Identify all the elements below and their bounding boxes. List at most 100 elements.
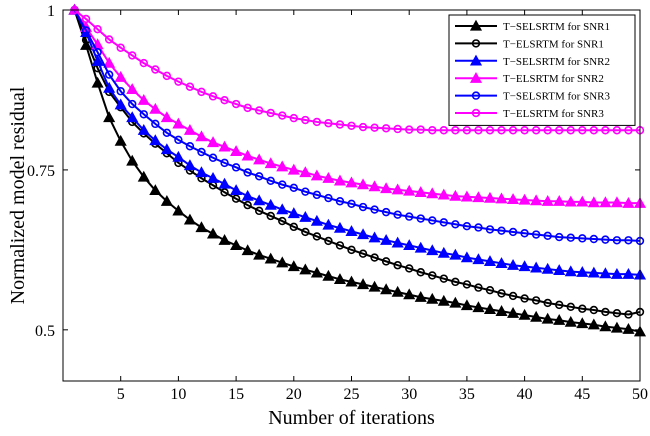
triangle-marker <box>622 322 635 334</box>
circle-marker <box>520 229 529 238</box>
circle-marker <box>208 92 218 101</box>
triangle-marker <box>114 98 127 110</box>
circle-marker <box>312 232 322 241</box>
circle-marker <box>301 115 310 125</box>
circle-marker <box>185 82 195 91</box>
x-tick-label: 35 <box>459 386 475 403</box>
circle-marker <box>578 234 587 243</box>
circle-marker <box>474 126 483 135</box>
triangle-marker <box>356 228 370 240</box>
triangle-marker <box>183 213 196 225</box>
circle-marker <box>462 280 472 289</box>
x-tick-label: 40 <box>517 386 533 403</box>
circle-marker <box>278 111 287 120</box>
circle-marker <box>370 123 379 132</box>
x-tick-label: 15 <box>228 386 244 403</box>
triangle-marker <box>414 186 427 197</box>
triangle-marker <box>172 150 185 162</box>
ticks-layer: 5 10 15 20 25 30 35 40 45 50 0.5 0.75 1 <box>27 3 648 403</box>
triangle-marker <box>276 256 289 268</box>
circle-marker <box>243 200 252 210</box>
legend-triangle-marker <box>469 54 483 66</box>
triangle-marker <box>230 145 243 157</box>
y-tick-label: 1 <box>47 3 55 20</box>
circle-marker <box>324 119 333 128</box>
series-line <box>73 9 640 132</box>
triangle-marker <box>345 275 358 287</box>
triangle-marker <box>172 204 185 216</box>
series-t-elsrtm-for-snr3 <box>70 5 645 135</box>
triangle-marker <box>426 292 439 304</box>
triangle-marker <box>333 174 347 186</box>
circle-marker <box>220 95 229 105</box>
triangle-marker <box>264 252 277 264</box>
triangle-marker <box>241 244 254 256</box>
circle-marker <box>220 158 229 168</box>
circle-marker <box>589 126 599 135</box>
legend-label: T−SELSRTM for SNR2 <box>503 56 610 68</box>
triangle-marker <box>437 294 450 306</box>
triangle-marker <box>564 195 577 207</box>
circle-marker <box>93 24 102 34</box>
circle-marker <box>231 99 241 109</box>
triangle-marker <box>460 251 473 263</box>
triangle-marker <box>149 134 162 146</box>
legend-circle-marker <box>471 91 481 100</box>
triangle-marker <box>322 269 335 281</box>
circle-marker <box>358 249 368 258</box>
triangle-marker <box>276 203 289 215</box>
circle-marker <box>405 264 414 273</box>
circle-marker <box>174 77 183 86</box>
triangle-marker <box>264 157 277 169</box>
circle-marker <box>347 245 356 255</box>
circle-marker <box>474 223 483 232</box>
triangle-marker <box>610 196 623 208</box>
triangle-marker <box>460 299 473 311</box>
triangle-marker <box>403 239 416 251</box>
circle-marker <box>589 305 599 315</box>
circle-marker <box>231 194 241 203</box>
triangle-marker <box>472 191 485 203</box>
legend-item: T−SELSRTM for SNR2 <box>455 54 610 68</box>
circle-marker <box>451 126 460 135</box>
triangle-marker <box>599 196 612 208</box>
y-axis-label: Normalized model residual <box>7 86 29 304</box>
circle-marker <box>381 124 391 133</box>
triangle-marker <box>507 258 520 270</box>
circle-marker <box>508 126 518 135</box>
legend-circle-marker <box>471 39 481 48</box>
triangle-marker <box>599 320 612 332</box>
circle-marker <box>104 70 114 79</box>
circle-marker <box>266 108 275 118</box>
triangle-marker <box>576 266 589 277</box>
triangle-marker <box>126 154 139 166</box>
circle-marker <box>520 126 529 135</box>
circle-marker <box>612 126 622 135</box>
triangle-marker <box>437 246 450 258</box>
triangle-marker <box>253 153 266 165</box>
triangle-marker <box>195 221 208 233</box>
circle-marker <box>555 300 564 310</box>
triangle-marker <box>380 283 393 295</box>
x-tick-label: 10 <box>170 386 186 403</box>
circle-marker <box>208 153 218 162</box>
triangle-marker <box>541 195 554 206</box>
triangle-marker <box>587 196 600 208</box>
circle-marker <box>601 126 610 135</box>
circle-marker <box>566 302 575 311</box>
circle-marker <box>93 48 102 57</box>
circle-marker <box>589 234 599 244</box>
triangle-marker <box>507 193 520 204</box>
circle-marker <box>289 183 298 193</box>
triangle-marker <box>587 318 600 330</box>
circle-marker <box>289 113 298 123</box>
triangle-marker <box>449 248 462 260</box>
triangle-marker <box>541 262 554 274</box>
triangle-marker <box>530 194 543 206</box>
triangle-marker <box>137 170 150 182</box>
circle-marker <box>439 218 449 227</box>
triangle-marker <box>287 163 300 175</box>
triangle-marker <box>103 111 116 123</box>
circle-marker <box>347 199 356 209</box>
